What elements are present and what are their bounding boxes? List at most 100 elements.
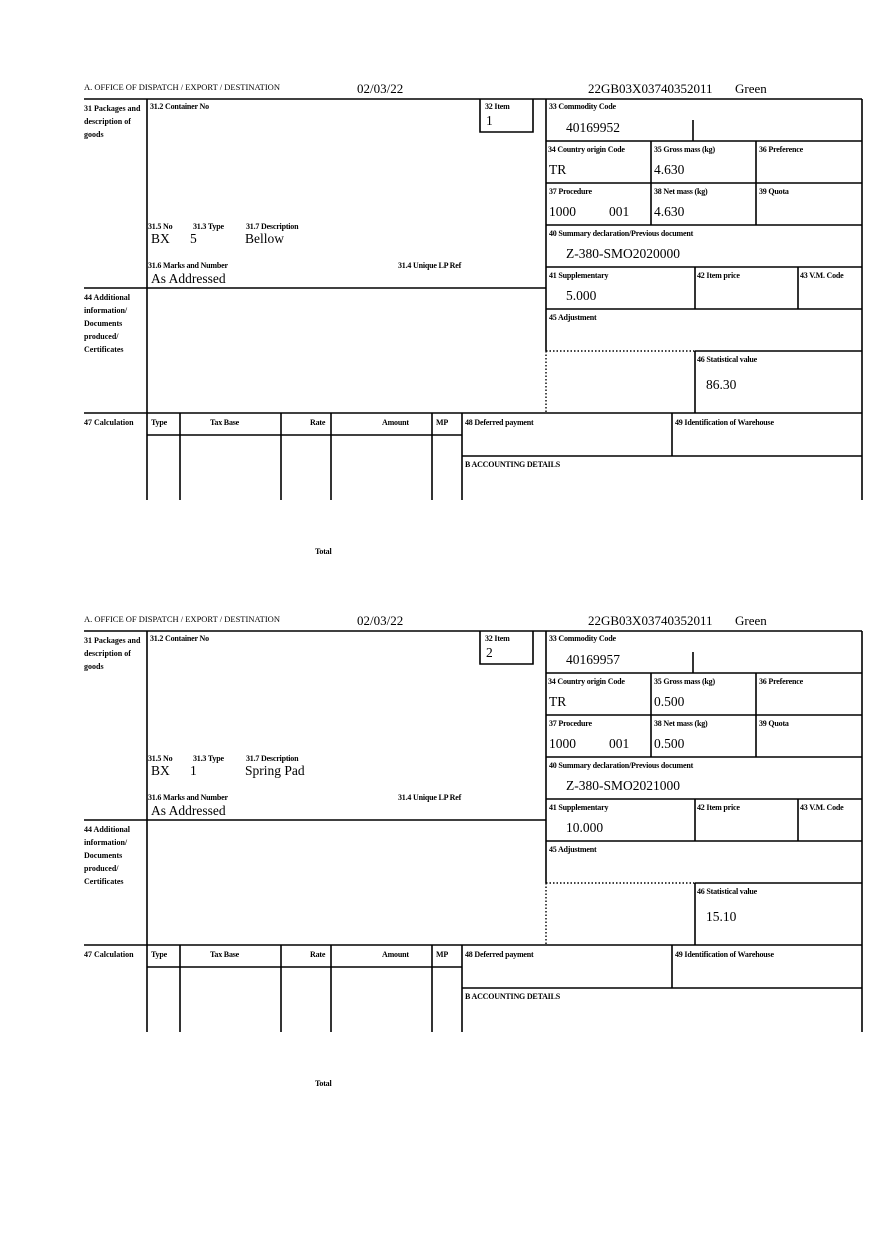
adjustment-label: 45 Adjustment [549,845,597,854]
country-code: TR [549,162,567,177]
office-label: A. OFFICE OF DISPATCH / EXPORT / DESTINA… [84,82,280,92]
procedure-label: 37 Procedure [549,187,592,196]
form-grid [84,98,863,500]
office-label: A. OFFICE OF DISPATCH / EXPORT / DESTINA… [84,614,280,624]
country-label: 34 Country origin Code [548,145,625,154]
amount-header: Amount [382,950,409,959]
commodity-code: 40169957 [566,652,620,667]
statistical-value: 15.10 [706,909,737,924]
net-mass-label: 38 Net mass (kg) [654,187,708,196]
calc-type-header: Type [151,950,167,959]
net-mass-label: 38 Net mass (kg) [654,719,708,728]
total-label: Total [315,1079,332,1088]
date: 02/03/22 [357,613,404,628]
country-code: TR [549,694,567,709]
pkg-no-label: 31.5 No [148,222,173,231]
marks: As Addressed [151,803,226,818]
rate-header: Rate [310,418,326,427]
gross-mass-label: 35 Gross mass (kg) [654,677,715,686]
deferred-payment-label: 48 Deferred payment [465,418,534,427]
gross-mass-label: 35 Gross mass (kg) [654,145,715,154]
amount-header: Amount [382,418,409,427]
summary-label: 40 Summary declaration/Previous document [549,229,694,238]
procedure-additional: 001 [609,204,630,219]
statistical-value-label: 46 Statistical value [697,887,757,896]
country-label: 34 Country origin Code [548,677,625,686]
reference-number: 22GB03X03740352011 [588,81,713,96]
supplementary-label: 41 Supplementary [549,271,609,280]
mp-header: MP [436,950,449,959]
container-label: 31.2 Container No [150,102,209,111]
item-number: 2 [486,645,493,660]
accounting-details-label: B ACCOUNTING DETAILS [465,460,560,469]
calc-type-header: Type [151,418,167,427]
unique-ref-label: 31.4 Unique LP Ref [398,261,462,270]
marks-label: 31.6 Marks and Number [148,261,228,270]
total-label: Total [315,547,332,556]
description-label: 31.7 Description [246,754,299,763]
route: Green [735,613,767,628]
commodity-label: 33 Commodity Code [549,102,616,111]
form-grid [84,630,863,1032]
adjustment-label: 45 Adjustment [549,313,597,322]
item-price-label: 42 Item price [697,803,740,812]
tax-base-header: Tax Base [210,418,240,427]
packages-label: 31 Packages and description of goods [84,104,141,139]
procedure-additional: 001 [609,736,630,751]
commodity-label: 33 Commodity Code [549,634,616,643]
accounting-details-label: B ACCOUNTING DETAILS [465,992,560,1001]
gross-mass: 0.500 [654,694,685,709]
procedure-code: 1000 [549,204,576,219]
route: Green [735,81,767,96]
additional-info-label: 44 Additional information/ Documents pro… [84,293,131,354]
gross-mass: 4.630 [654,162,685,177]
marks: As Addressed [151,271,226,286]
procedure-label: 37 Procedure [549,719,592,728]
pkg-type-label: 31.3 Type [193,222,224,231]
vm-code-label: 43 V.M. Code [800,271,844,280]
vm-code-label: 43 V.M. Code [800,803,844,812]
calculation-label: 47 Calculation [84,950,134,959]
container-label: 31.2 Container No [150,634,209,643]
tax-base-header: Tax Base [210,950,240,959]
rate-header: Rate [310,950,326,959]
commodity-code: 40169952 [566,120,620,135]
summary-label: 40 Summary declaration/Previous document [549,761,694,770]
net-mass: 0.500 [654,736,685,751]
quota-label: 39 Quota [759,187,789,196]
deferred-payment-label: 48 Deferred payment [465,950,534,959]
supplementary-units: 10.000 [566,820,604,835]
item-number: 1 [486,113,493,128]
quota-label: 39 Quota [759,719,789,728]
date: 02/03/22 [357,81,404,96]
description-label: 31.7 Description [246,222,299,231]
mp-header: MP [436,418,449,427]
packages-label: 31 Packages and description of goods [84,636,141,671]
unique-ref-label: 31.4 Unique LP Ref [398,793,462,802]
summary-document: Z-380-SMO2021000 [566,778,680,793]
net-mass: 4.630 [654,204,685,219]
pkg-type: 1 [190,763,197,778]
item-price-label: 42 Item price [697,271,740,280]
reference-number: 22GB03X03740352011 [588,613,713,628]
preference-label: 36 Preference [759,677,803,686]
calculation-label: 47 Calculation [84,418,134,427]
pkg-no: BX [151,231,170,246]
pkg-no: BX [151,763,170,778]
pkg-type-label: 31.3 Type [193,754,224,763]
pkg-type: 5 [190,231,197,246]
marks-label: 31.6 Marks and Number [148,793,228,802]
summary-document: Z-380-SMO2020000 [566,246,680,261]
item-declaration-block: A. OFFICE OF DISPATCH / EXPORT / DESTINA… [0,532,882,1088]
item-label: 32 Item [485,634,510,643]
additional-info-label: 44 Additional information/ Documents pro… [84,825,131,886]
warehouse-label: 49 Identification of Warehouse [675,418,774,427]
supplementary-label: 41 Supplementary [549,803,609,812]
statistical-value-label: 46 Statistical value [697,355,757,364]
description: Bellow [245,231,284,246]
procedure-code: 1000 [549,736,576,751]
warehouse-label: 49 Identification of Warehouse [675,950,774,959]
supplementary-units: 5.000 [566,288,597,303]
pkg-no-label: 31.5 No [148,754,173,763]
item-declaration-block: A. OFFICE OF DISPATCH / EXPORT / DESTINA… [0,0,882,556]
